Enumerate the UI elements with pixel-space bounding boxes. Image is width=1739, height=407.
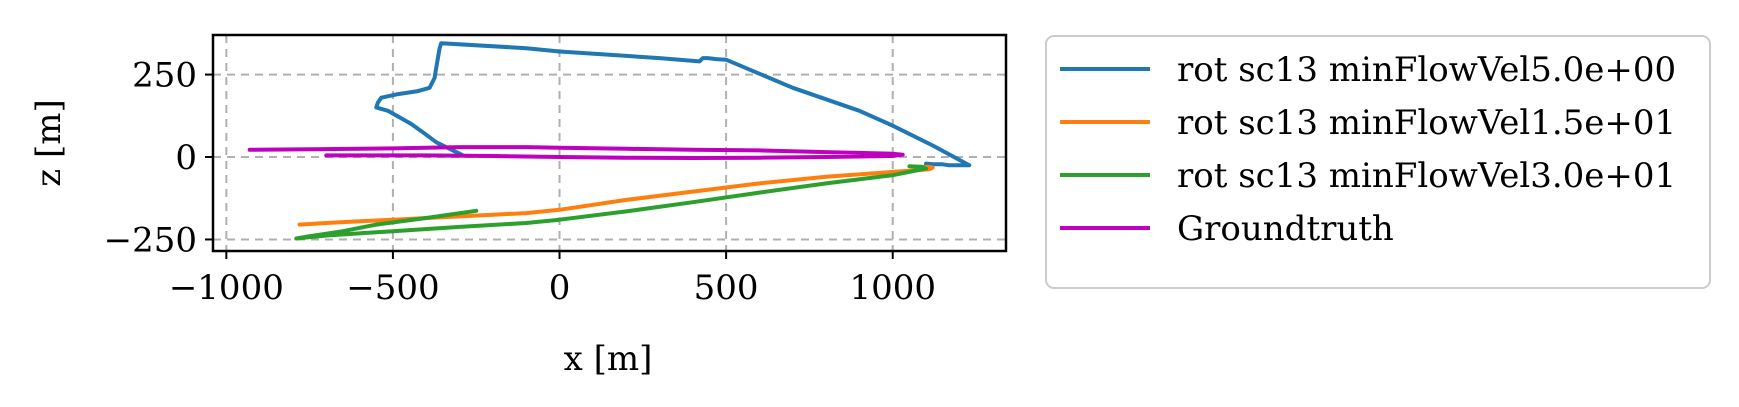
legend-label-3: rot sc13 minFlowVel3.0e+01	[1177, 156, 1676, 196]
legend: rot sc13 minFlowVel5.0e+00 rot sc13 minFl…	[1045, 35, 1711, 289]
series-line-1	[374, 41, 972, 168]
y-tick-label: −250	[104, 220, 197, 260]
y-axis: −250 0 250	[104, 56, 213, 260]
legend-label-4: Groundtruth	[1177, 209, 1394, 249]
y-axis-label: z [m]	[29, 99, 69, 187]
x-tick-label: 1000	[849, 268, 936, 308]
plot-frame	[211, 33, 1008, 253]
x-axis-label: x [m]	[564, 339, 653, 379]
grid	[213, 35, 1006, 251]
series-line-2	[297, 164, 935, 227]
y-tick-label: 250	[132, 56, 197, 96]
y-tick-label: 0	[175, 138, 197, 178]
series-line-3	[294, 164, 928, 241]
x-axis: −1000 −500 0 500 1000	[169, 251, 936, 308]
x-tick-label: −1000	[169, 268, 284, 308]
series-group	[247, 41, 972, 241]
x-tick-label: 500	[694, 268, 759, 308]
series-line-4	[247, 145, 905, 160]
legend-label-1: rot sc13 minFlowVel5.0e+00	[1177, 50, 1676, 90]
x-tick-label: −500	[346, 268, 439, 308]
legend-label-2: rot sc13 minFlowVel1.5e+01	[1177, 103, 1676, 143]
x-tick-label: 0	[549, 268, 571, 308]
legend-frame	[1045, 35, 1711, 289]
